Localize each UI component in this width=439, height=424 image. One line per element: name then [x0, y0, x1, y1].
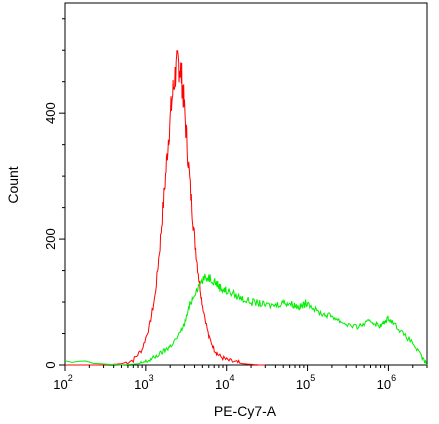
x-axis-title: PE-Cy7-A [214, 403, 277, 419]
x-axis-ticks: 102 103 104 105 106 [53, 365, 428, 392]
y-tick-label: 200 [43, 228, 58, 250]
x-tick-label: 103 [134, 373, 153, 392]
x-tick-label: 106 [377, 373, 396, 392]
series-line-1 [65, 49, 266, 366]
y-axis-ticks: 0 200 400 [43, 18, 65, 369]
plot-area-frame [64, 2, 428, 366]
series-layer [64, 49, 428, 366]
x-tick-label: 102 [53, 373, 72, 392]
x-tick-label: 104 [215, 373, 234, 392]
series-line-2 [64, 273, 428, 366]
y-tick-label: 400 [43, 102, 58, 124]
x-tick-label: 105 [296, 373, 315, 392]
y-tick-label: 0 [43, 361, 58, 368]
y-axis-title: Count [5, 166, 21, 203]
